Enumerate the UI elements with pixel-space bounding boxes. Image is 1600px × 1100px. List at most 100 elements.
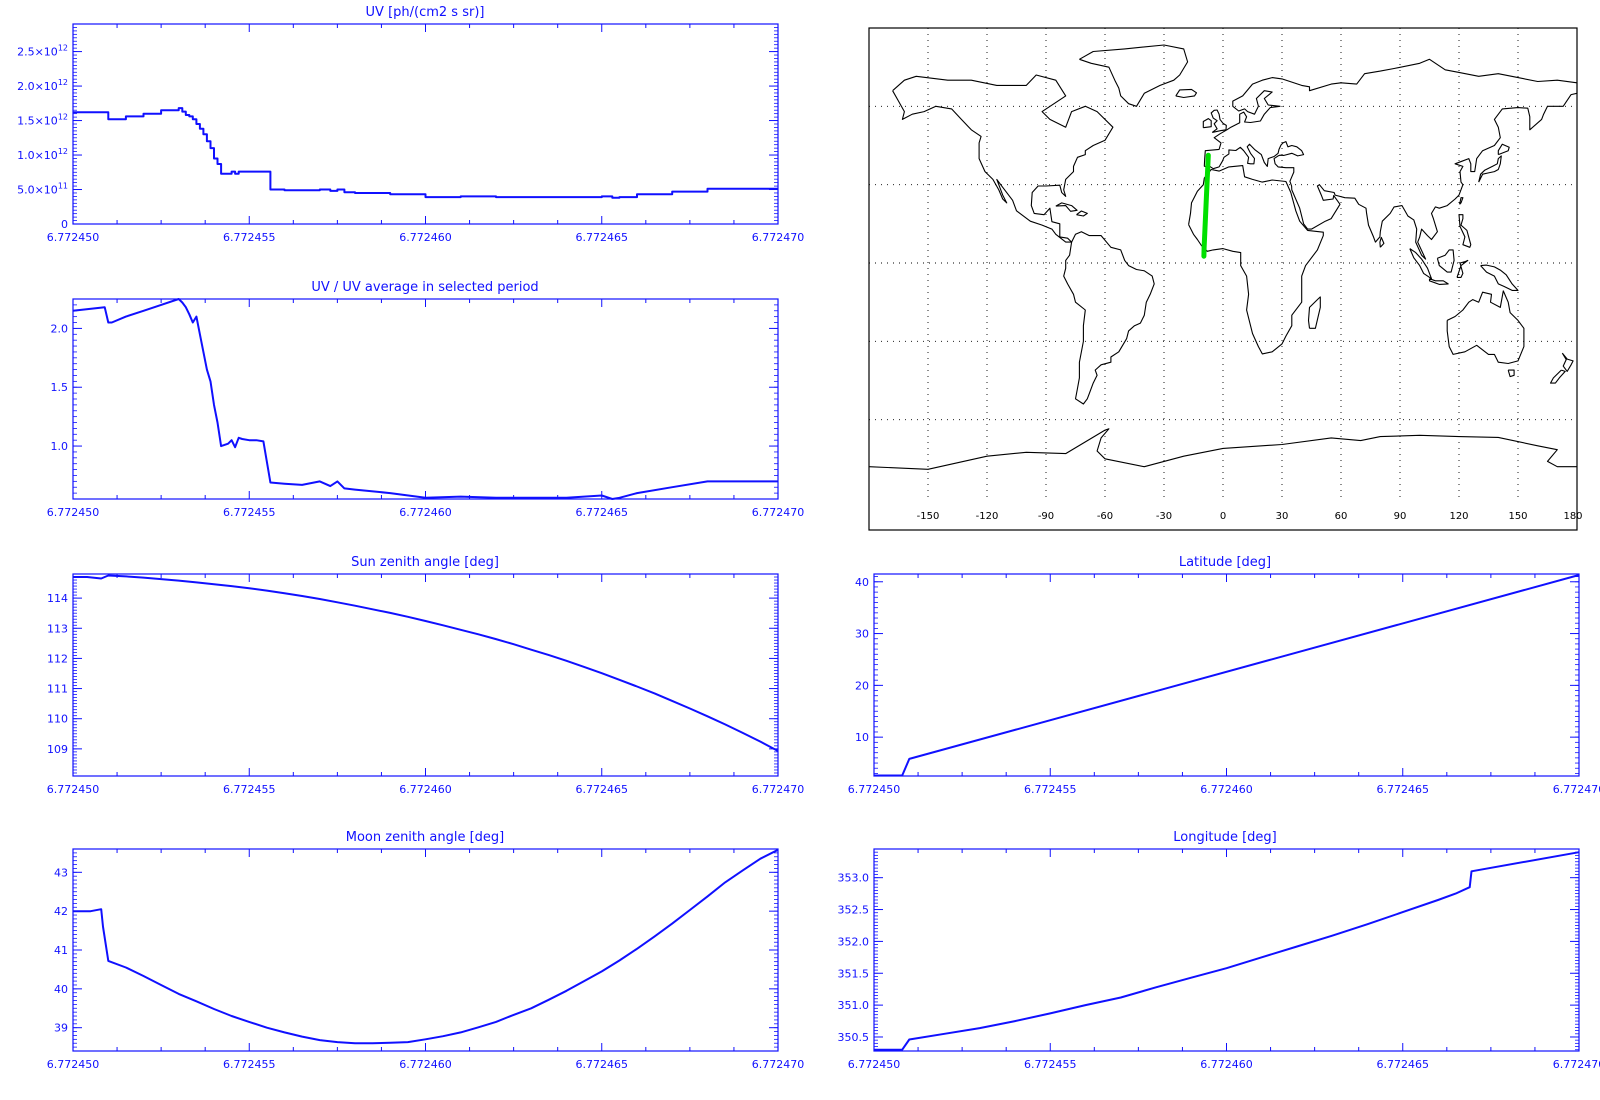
lon-data-point xyxy=(944,1033,946,1035)
map-lon-tick-label: 90 xyxy=(1394,511,1407,522)
map-lon-tick-label: -30 xyxy=(1156,511,1172,522)
sun-data-point xyxy=(478,633,480,635)
ratio-data-point xyxy=(107,322,109,324)
lon-data-point xyxy=(1226,967,1228,969)
ratio-data-point xyxy=(389,492,391,494)
sun-series-line xyxy=(73,574,779,752)
uv-data-point xyxy=(301,189,303,191)
lon-data-point xyxy=(1437,899,1439,901)
ratio-ytick-label: 2.0 xyxy=(51,322,69,335)
moon-data-point xyxy=(636,948,638,950)
ratio-data-point xyxy=(217,422,219,424)
map-lon-tick-label: -120 xyxy=(976,511,999,522)
sun-data-point xyxy=(548,654,550,656)
uv-ytick-exponent: 12 xyxy=(58,44,68,53)
map-coastline xyxy=(1428,278,1449,285)
moon-ytick-label: 42 xyxy=(54,905,68,918)
map-coastline xyxy=(1507,369,1515,378)
lon-data-point xyxy=(1049,1013,1051,1015)
sun-data-point xyxy=(495,638,497,640)
lon-xtick-label: 6.772450 xyxy=(848,1058,901,1071)
sun-data-point xyxy=(86,576,88,578)
sun-data-point xyxy=(266,590,268,592)
map-lon-tick-label: 0 xyxy=(1220,511,1226,522)
lon-data-point xyxy=(1120,997,1122,999)
uv-data-point xyxy=(107,118,109,120)
sun-data-point xyxy=(143,577,145,579)
sun-data-point xyxy=(619,679,621,681)
sun-data-point xyxy=(513,643,515,645)
sun-xtick-label: 6.772455 xyxy=(223,783,276,796)
uv-data-point xyxy=(203,134,205,136)
uv-ytick-label: 5.0×1011 xyxy=(17,182,68,197)
lon-data-point xyxy=(1296,946,1298,948)
uv-title: UV [ph/(cm2 s sr)] xyxy=(366,5,485,20)
ratio-plot-frame xyxy=(72,298,779,500)
lon-ytick-label: 351.0 xyxy=(838,999,870,1012)
moon-data-point xyxy=(301,1036,303,1038)
lon-ytick-label: 352.5 xyxy=(838,904,870,917)
sun-data-point xyxy=(79,576,81,578)
sun-data-point xyxy=(671,700,673,702)
uv-data-point xyxy=(234,173,236,175)
sun-data-point xyxy=(213,583,215,585)
uv-data-point xyxy=(199,128,201,130)
uv-data-point xyxy=(238,171,240,173)
moon-xtick-label: 6.772460 xyxy=(399,1058,452,1071)
uv-ytick-label: 2.5×1012 xyxy=(17,44,68,59)
lon-data-point xyxy=(1190,977,1192,979)
ratio-data-point xyxy=(181,302,183,304)
ratio-data-point xyxy=(301,484,303,486)
map-lon-tick-label: 180 xyxy=(1563,511,1582,522)
moon-data-point xyxy=(654,936,656,938)
sun-data-point xyxy=(107,575,109,577)
sun-data-point xyxy=(100,578,102,580)
ratio-data-point xyxy=(234,446,236,448)
ratio-data-point xyxy=(263,441,265,443)
ratio-xtick-label: 6.772450 xyxy=(47,506,100,519)
uv-xtick-label: 6.772465 xyxy=(576,231,629,244)
moon-ytick-label: 43 xyxy=(54,866,68,879)
uv-data-point xyxy=(389,194,391,196)
uv-data-point xyxy=(111,118,113,120)
map-coastline xyxy=(1459,197,1464,205)
sun-data-point xyxy=(742,732,744,734)
ratio-data-point xyxy=(143,310,145,312)
moon-data-point xyxy=(478,1027,480,1029)
lon-data-point xyxy=(1085,1004,1087,1006)
map-satellite-track xyxy=(1201,152,1211,259)
ratio-data-point xyxy=(72,310,74,312)
ratio-xtick-label: 6.772465 xyxy=(576,506,629,519)
lon-data-point xyxy=(1402,911,1404,913)
uv-data-point xyxy=(72,111,74,113)
map-coastline xyxy=(1458,214,1472,248)
sun-data-point xyxy=(389,612,391,614)
lon-data-point xyxy=(1367,923,1369,925)
moon-data-point xyxy=(213,1008,215,1010)
sun-data-point xyxy=(178,580,180,582)
map-coastline xyxy=(1409,248,1433,280)
ratio-data-point xyxy=(330,485,332,487)
sun-xtick-label: 6.772465 xyxy=(576,783,629,796)
map-coastline xyxy=(892,74,1114,243)
moon-data-point xyxy=(601,971,603,973)
uv-ratio-panel: UV / UV average in selected period 6.772… xyxy=(47,280,805,519)
moon-zenith-panel: Moon zenith angle [deg] 6.772450 6.772455… xyxy=(47,830,805,1071)
uv-data-point xyxy=(125,116,127,118)
lat-data-point xyxy=(1578,574,1580,576)
lat-xtick-label: 6.772465 xyxy=(1377,783,1430,796)
sun-data-point xyxy=(777,750,779,752)
lat-data-point xyxy=(908,758,910,760)
ratio-data-point xyxy=(671,486,673,488)
ratio-data-point xyxy=(111,322,113,324)
map-lon-tick-label: -150 xyxy=(917,511,940,522)
ratio-data-point xyxy=(210,381,212,383)
map-coastline xyxy=(1480,264,1519,291)
uv-xtick-label: 6.772455 xyxy=(223,231,276,244)
ratio-data-point xyxy=(125,316,127,318)
moon-data-point xyxy=(548,999,550,1001)
map-lon-tick-label: 120 xyxy=(1449,511,1468,522)
moon-data-point xyxy=(425,1039,427,1041)
lon-data-point xyxy=(873,1049,875,1051)
lat-series-line xyxy=(874,574,1580,777)
